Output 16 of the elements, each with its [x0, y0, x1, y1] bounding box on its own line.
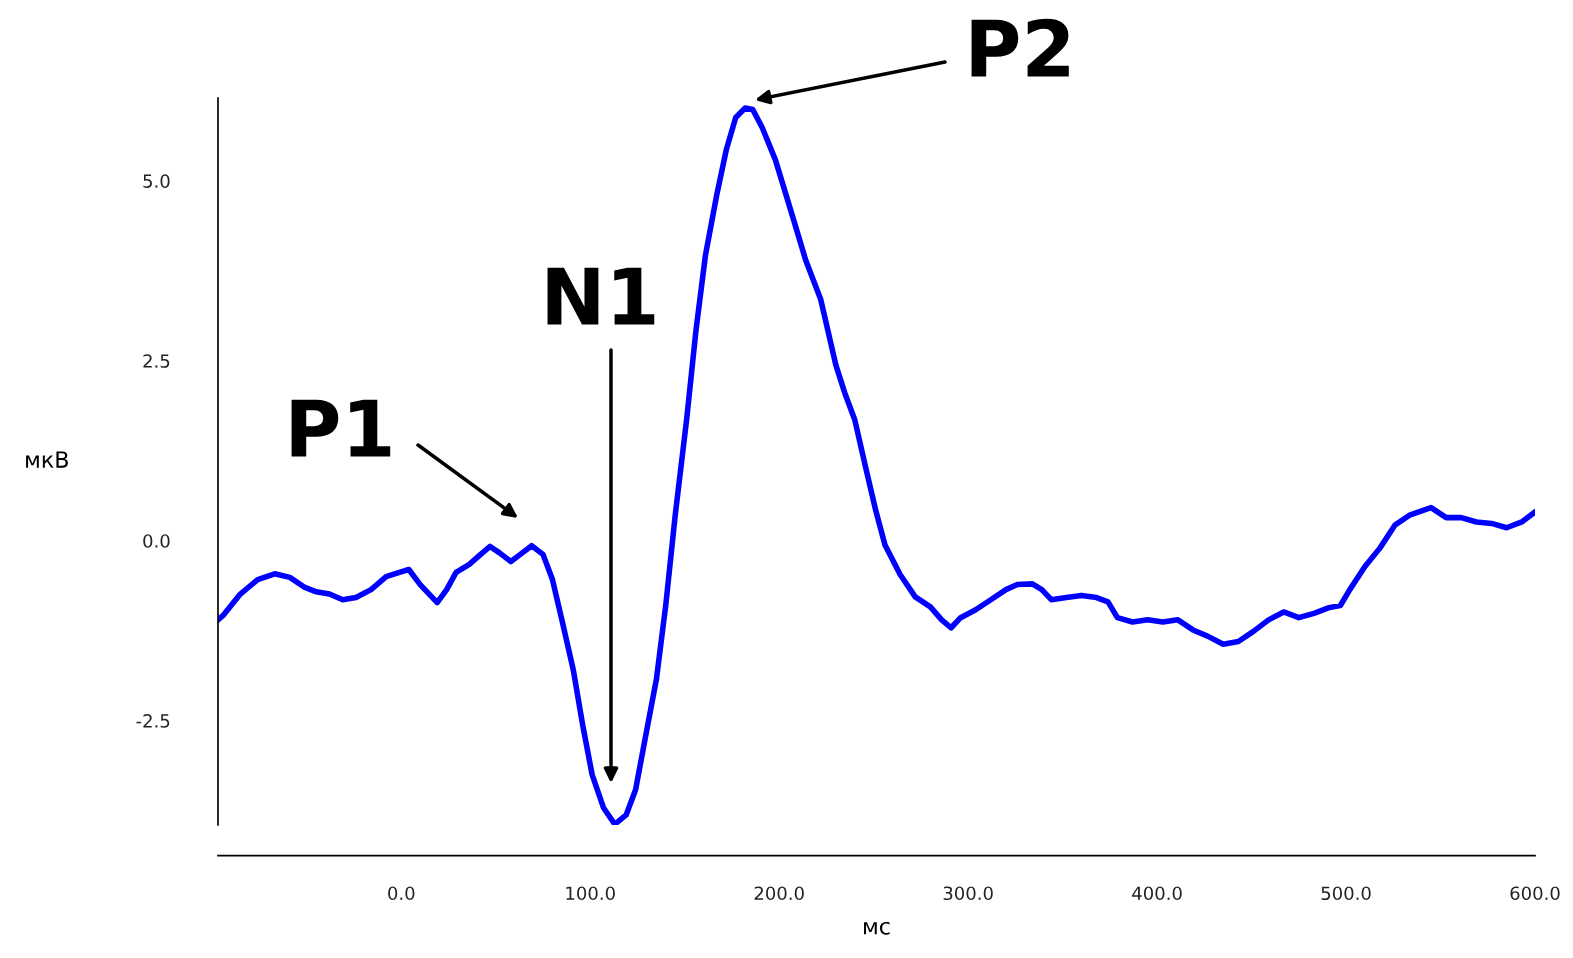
x-tick-label: 200.0: [754, 886, 804, 901]
y-tick-label: 2.5: [143, 354, 170, 368]
x-tick-label: 500.0: [1321, 886, 1371, 901]
y-tick-label: 5.0: [143, 174, 170, 188]
text: P2: [971, 18, 1069, 77]
x-axis-title: мс: [864, 921, 890, 935]
x-tick-label: 100.0: [566, 886, 615, 901]
y-tick-label: 0.0: [143, 534, 170, 548]
y-axis-title: мкВ: [26, 451, 68, 468]
annotation: N1: [547, 267, 655, 325]
annotation: P1: [291, 399, 391, 457]
x-tick-label: 600.0: [1510, 886, 1560, 901]
x-tick-label: 0.0: [388, 886, 415, 901]
x-tick-label: 400.0: [1132, 886, 1182, 901]
y-tick-label: -2.5: [136, 714, 170, 728]
x-tick-label: 300.0: [943, 886, 993, 901]
